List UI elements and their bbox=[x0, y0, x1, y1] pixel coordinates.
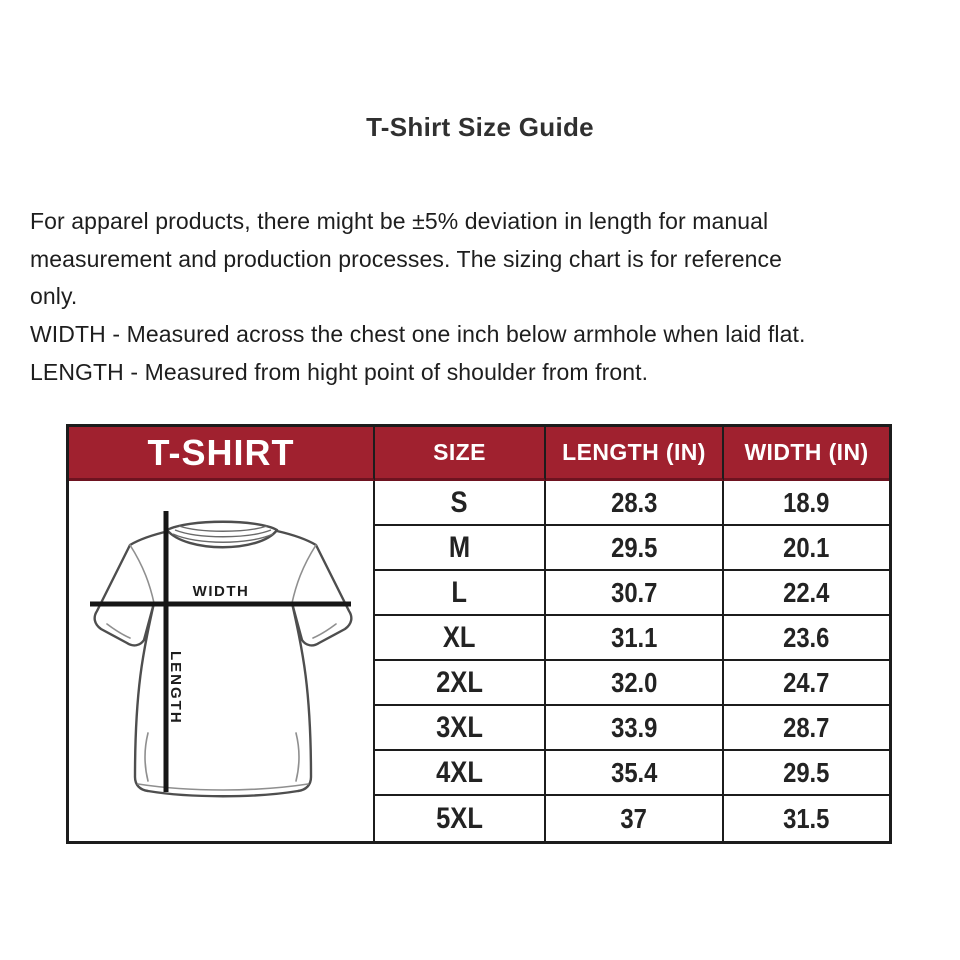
size-cell: 3XL bbox=[375, 706, 546, 751]
width-cell: 24.7 bbox=[724, 661, 889, 706]
length-label: LENGTH bbox=[167, 651, 184, 725]
tshirt-outline bbox=[92, 520, 353, 798]
width-cell: 18.9 bbox=[724, 481, 889, 526]
size-chart-table: T-SHIRT SIZE LENGTH (IN) WIDTH (IN) bbox=[66, 424, 892, 844]
tshirt-illustration-cell: WIDTH LENGTH bbox=[69, 481, 375, 841]
width-note: WIDTH - Measured across the chest one in… bbox=[30, 321, 806, 348]
size-cell: 5XL bbox=[375, 796, 546, 841]
length-cell: 30.7 bbox=[546, 571, 724, 616]
size-cell: S bbox=[375, 481, 546, 526]
size-cell: M bbox=[375, 526, 546, 571]
length-cell: 31.1 bbox=[546, 616, 724, 661]
length-cell: 33.9 bbox=[546, 706, 724, 751]
size-cell: 2XL bbox=[375, 661, 546, 706]
intro-line: only. bbox=[30, 283, 78, 310]
tshirt-diagram: WIDTH LENGTH bbox=[89, 511, 353, 798]
width-cell: 28.7 bbox=[724, 706, 889, 751]
column-header-size: SIZE bbox=[375, 427, 546, 481]
length-cell: 28.3 bbox=[546, 481, 724, 526]
size-cell: L bbox=[375, 571, 546, 616]
width-cell: 23.6 bbox=[724, 616, 889, 661]
length-cell: 35.4 bbox=[546, 751, 724, 796]
tshirt-seams bbox=[105, 544, 337, 791]
column-header-length: LENGTH (IN) bbox=[546, 427, 724, 481]
length-cell: 37 bbox=[546, 796, 724, 841]
width-cell: 20.1 bbox=[724, 526, 889, 571]
size-cell: 4XL bbox=[375, 751, 546, 796]
page-title: T-Shirt Size Guide bbox=[366, 112, 594, 142]
collar-ribbing bbox=[172, 525, 273, 543]
width-label: WIDTH bbox=[192, 583, 249, 600]
intro-line: measurement and production processes. Th… bbox=[30, 245, 782, 272]
size-cell: XL bbox=[375, 616, 546, 661]
length-cell: 29.5 bbox=[546, 526, 724, 571]
column-header-width: WIDTH (IN) bbox=[724, 427, 889, 481]
width-cell: 29.5 bbox=[724, 751, 889, 796]
intro-line: For apparel products, there might be ±5%… bbox=[30, 208, 769, 234]
width-cell: 31.5 bbox=[783, 802, 830, 834]
description-block: For apparel products, there might be ±5%… bbox=[30, 203, 930, 392]
product-header-cell: T-SHIRT bbox=[69, 427, 375, 481]
length-cell: 32.0 bbox=[546, 661, 724, 706]
width-cell: 22.4 bbox=[724, 571, 889, 616]
length-note: LENGTH - Measured from hight point of sh… bbox=[30, 358, 649, 385]
measurement-lines bbox=[89, 511, 351, 792]
